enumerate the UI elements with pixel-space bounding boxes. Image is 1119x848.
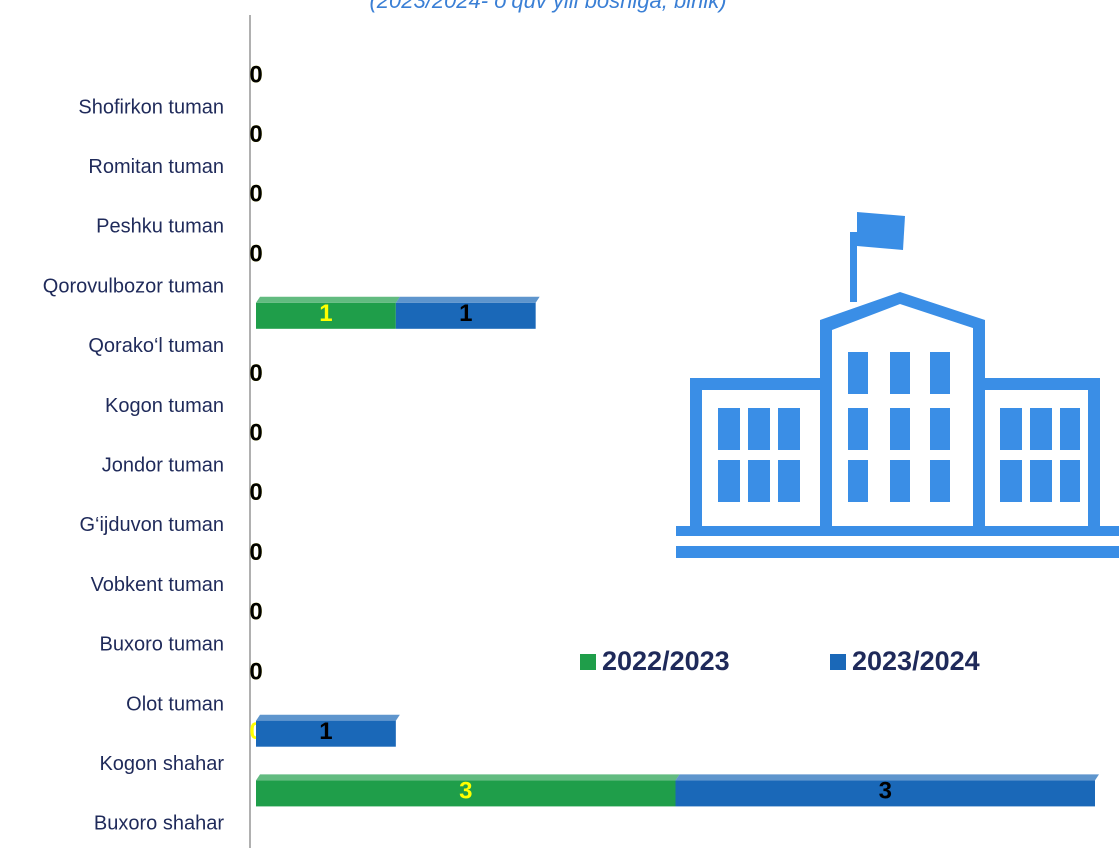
- data-label: 0: [249, 479, 262, 506]
- data-label: 0: [249, 658, 262, 685]
- data-label: 0: [249, 420, 262, 447]
- y-tick-label: Shofirkon tuman: [78, 96, 224, 118]
- legend-label: 2023/2024: [852, 646, 980, 676]
- data-label: 0: [249, 539, 262, 566]
- y-tick-label: Romitan tuman: [88, 156, 224, 178]
- data-label: 0: [249, 181, 262, 208]
- data-label: 0: [249, 61, 262, 88]
- y-tick-label: Olot tuman: [126, 693, 224, 715]
- y-tick-label: Vobkent tuman: [91, 574, 224, 596]
- legend-swatch: [830, 654, 846, 670]
- y-tick-label: Peshku tuman: [96, 216, 224, 238]
- legend-label: 2022/2023: [602, 646, 730, 676]
- data-label: 0: [249, 360, 262, 387]
- legend-swatch: [580, 654, 596, 670]
- y-tick-label: G‘ijduvon tuman: [79, 514, 224, 536]
- data-label: 3: [879, 778, 892, 805]
- data-label: 0: [249, 121, 262, 148]
- y-tick-label: Kogon shahar: [99, 753, 224, 775]
- y-tick-label: Qorovulbozor tuman: [43, 275, 224, 297]
- chart-subtitle: (2023/2024- o‘quv yili boshiga, birlik): [369, 0, 726, 13]
- y-tick-label: Jondor tuman: [102, 454, 224, 476]
- y-tick-label: Buxoro tuman: [99, 634, 224, 656]
- y-tick-label: Kogon tuman: [105, 395, 224, 417]
- data-label: 0: [249, 599, 262, 626]
- chart: (2023/2024- o‘quv yili boshiga, birlik) …: [0, 0, 1119, 848]
- y-tick-label: Qorako‘l tuman: [88, 335, 224, 357]
- data-label: 0: [249, 240, 262, 267]
- data-label: 1: [319, 718, 332, 745]
- data-label: 1: [319, 300, 332, 327]
- data-label: 3: [459, 778, 472, 805]
- data-label: 1: [459, 300, 472, 327]
- y-tick-label: Buxoro shahar: [94, 813, 224, 835]
- building-icon: [676, 212, 1119, 558]
